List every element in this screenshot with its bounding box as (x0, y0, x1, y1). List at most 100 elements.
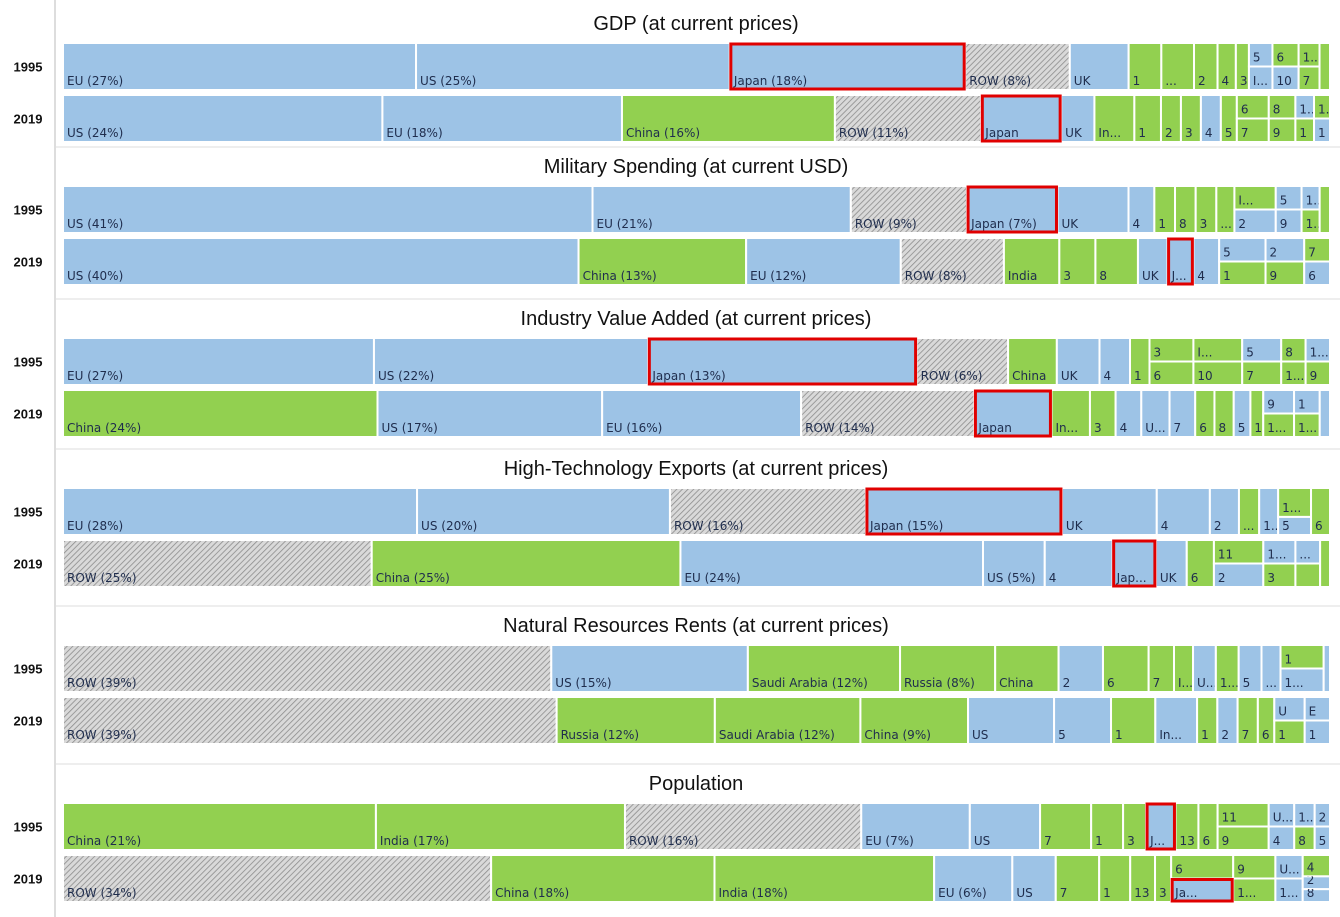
cell (62, 644, 553, 693)
cell (374, 802, 626, 851)
cell-label: 3 (1094, 421, 1102, 435)
cell (1053, 696, 1113, 745)
cell (849, 185, 969, 234)
cell-label: 11 (1222, 811, 1237, 825)
cell (1090, 802, 1125, 851)
highlight-box (1167, 237, 1194, 286)
cell (1101, 644, 1150, 693)
cell-label: 9 (1280, 217, 1288, 231)
cell-label: 1 (1299, 126, 1307, 140)
year-label: 2019 (14, 714, 43, 729)
cell-label: 8 (1273, 103, 1281, 117)
cell-label: 4 (1222, 74, 1230, 88)
cell-label: 6 (1199, 421, 1207, 435)
panel-title: Population (649, 773, 744, 795)
cell (1168, 389, 1197, 438)
cell-label: 1... (1285, 676, 1304, 690)
cell-label: 7 (1174, 421, 1182, 435)
cell (668, 487, 867, 536)
panel-title: Natural Resources Rents (at current pric… (503, 615, 889, 637)
cell-label: I... (1253, 74, 1268, 88)
year-label: 1995 (14, 662, 43, 677)
highlight-box (729, 42, 966, 91)
cell-label: 1 (1138, 126, 1146, 140)
cell (1154, 696, 1199, 745)
cell (591, 185, 852, 234)
cell-label: 8 (1179, 217, 1187, 231)
highlight-box (1145, 802, 1176, 851)
cell-label: Japan (984, 126, 1018, 140)
cell-label: 3 (1063, 269, 1071, 283)
cell (62, 94, 384, 143)
cell-label: 1 (1134, 369, 1142, 383)
cell-label: China (1012, 369, 1046, 383)
cell-label: 1 (1223, 269, 1231, 283)
cell-label: UK (1066, 519, 1084, 533)
cell (1140, 389, 1171, 438)
cell-label: 8 (1307, 886, 1315, 900)
cell-label: U... (1273, 811, 1293, 825)
highlight-box (865, 487, 1063, 536)
cell-label: ROW (9%) (855, 217, 917, 231)
cell-label: 1 (1309, 728, 1317, 742)
year-label: 1995 (14, 355, 43, 370)
cell (915, 337, 1010, 386)
cell (1060, 94, 1096, 143)
cell-label: 3 (1240, 74, 1248, 88)
cell (1127, 185, 1156, 234)
highlight-box (980, 94, 1062, 143)
cell-label: China (24%) (67, 421, 141, 435)
cell-label: U... (1279, 863, 1299, 877)
cell-label: ROW (11%) (839, 126, 909, 140)
cell (372, 337, 650, 386)
cell (933, 854, 1014, 903)
cell-label: 2 (1270, 246, 1278, 260)
cell-label: 4 (1161, 519, 1169, 533)
cell (980, 94, 1063, 143)
highlight-box (1170, 878, 1234, 903)
cell (1185, 539, 1215, 588)
cell-label: 1... (1306, 194, 1325, 208)
cell-label: China (18%) (495, 886, 569, 900)
cell (1318, 389, 1331, 438)
cell (62, 237, 580, 286)
cell-label: 9 (1222, 834, 1230, 848)
cell-label: EU (27%) (67, 74, 123, 88)
cell-label: UK (1074, 74, 1092, 88)
cell-label: 4 (1049, 571, 1057, 585)
highlight-box (966, 185, 1058, 234)
highlight-box (1112, 539, 1157, 588)
cell-label: In... (1098, 126, 1121, 140)
cell-label: India (17%) (380, 834, 449, 848)
cell-label: 2 (1307, 873, 1315, 887)
cell-label: US (40%) (67, 269, 123, 283)
cell-label: In... (1159, 728, 1182, 742)
cell-label: 7 (1246, 369, 1254, 383)
cell-label: 3 (1185, 126, 1193, 140)
cell-label: E (1309, 705, 1317, 719)
cell (381, 94, 623, 143)
cell (1155, 487, 1211, 536)
cell-label: ... (1243, 519, 1254, 533)
cell-label: 9 (1237, 863, 1245, 877)
cell-label: UK (1061, 369, 1079, 383)
cell-label: 6 (1191, 571, 1199, 585)
highlight-box (647, 337, 918, 386)
cell-label: J... (1171, 269, 1187, 283)
cell (899, 237, 1005, 286)
cell-label: 7 (1303, 74, 1311, 88)
cell (713, 854, 936, 903)
cell-label: 4 (1133, 217, 1141, 231)
cell (620, 94, 836, 143)
cell-label: 4 (1307, 860, 1315, 874)
cell-label: ROW (8%) (905, 269, 967, 283)
cell (647, 337, 918, 386)
cell-label: India (1008, 269, 1037, 283)
cell-label: China (999, 676, 1033, 690)
cell-label: 3 (1154, 346, 1162, 360)
cell-label: 1... (1310, 346, 1329, 360)
cell (713, 696, 862, 745)
cell-label: 1 (1095, 834, 1103, 848)
cell-label: EU (21%) (597, 217, 653, 231)
